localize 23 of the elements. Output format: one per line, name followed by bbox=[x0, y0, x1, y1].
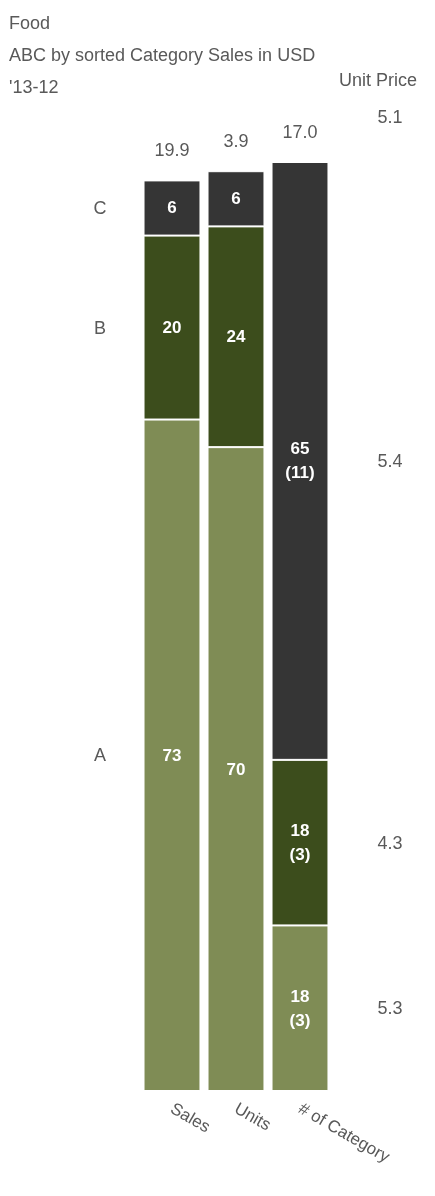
data-label: 18 (3) bbox=[289, 986, 311, 1030]
text: A bbox=[93, 745, 107, 766]
text: 5.1 bbox=[377, 107, 403, 127]
text: 5.4 bbox=[377, 450, 403, 471]
text: 17.0 bbox=[282, 122, 318, 142]
chart-title: Food bbox=[9, 13, 51, 33]
text: B bbox=[93, 317, 107, 338]
data-label: 6 bbox=[231, 189, 241, 209]
x-tick-label: Units bbox=[231, 1098, 275, 1135]
data-label: 73 bbox=[162, 745, 182, 765]
text: 19.9 bbox=[154, 140, 190, 161]
data-label: 20 bbox=[162, 318, 182, 338]
data-label: 24 bbox=[226, 327, 246, 347]
text: 3.9 bbox=[223, 131, 249, 152]
data-label: 6 bbox=[167, 198, 177, 218]
text: Unit Price bbox=[338, 70, 417, 90]
data-label: 70 bbox=[226, 759, 246, 779]
chart-subtitle: ABC by sorted Category Sales in USD '13-12 bbox=[9, 45, 316, 97]
text: 4.3 bbox=[377, 832, 403, 853]
data-label: 65 (11) bbox=[285, 439, 315, 483]
data-label: 18 (3) bbox=[289, 821, 311, 865]
text: C bbox=[93, 197, 107, 218]
text: 5.3 bbox=[377, 998, 403, 1019]
